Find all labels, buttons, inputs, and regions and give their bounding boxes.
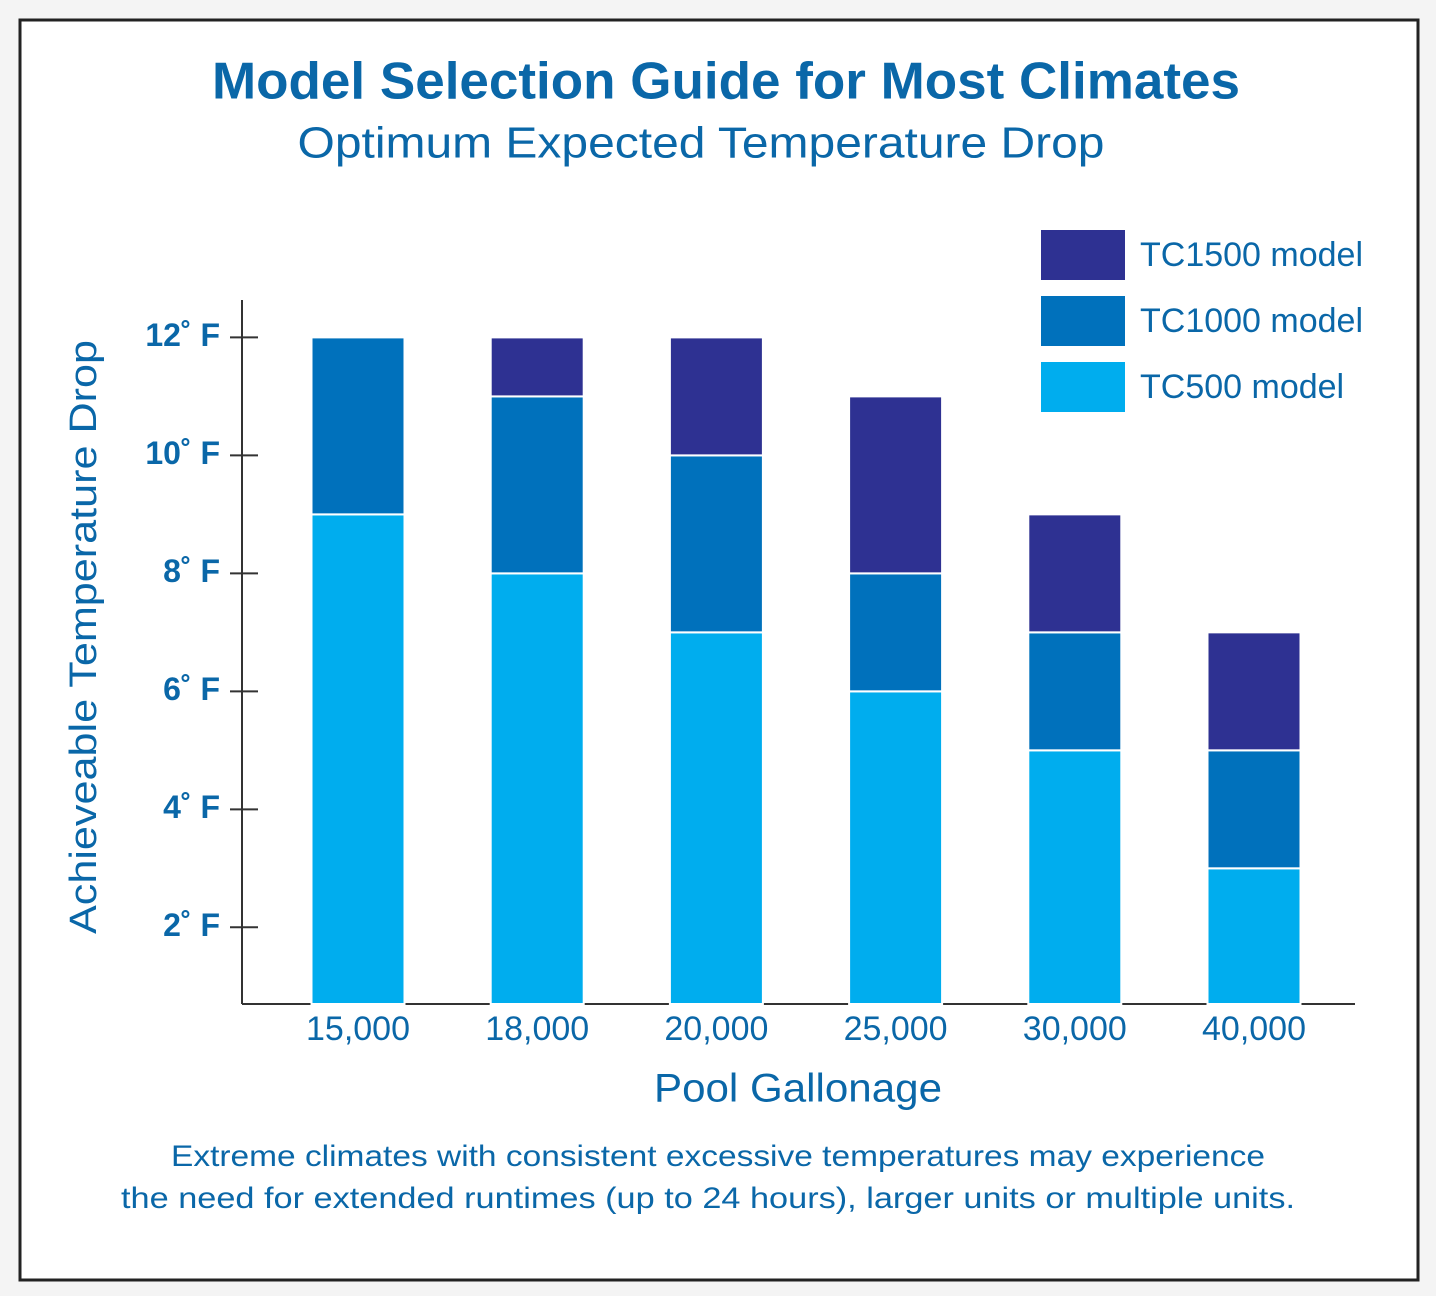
x-tick-label: 40,000 (1202, 1010, 1306, 1048)
x-tick-label: 15,000 (306, 1010, 410, 1048)
bar-segment (668, 454, 764, 634)
legend-swatch (1041, 230, 1125, 280)
x-tick-label: 30,000 (1023, 1010, 1127, 1048)
chart-subtitle: Optimum Expected Temperature Drop (298, 119, 1105, 168)
legend-label: TC1000 model (1140, 302, 1363, 340)
bar-segment (1206, 867, 1302, 1006)
footnote: the need for extended runtimes (up to 24… (121, 1182, 1295, 1215)
y-tick-label: 6˚ F (163, 671, 220, 707)
y-tick-label: 4˚ F (163, 789, 220, 825)
legend-label: TC1500 model (1140, 236, 1363, 274)
x-tick-label: 20,000 (664, 1010, 768, 1048)
bar-segment (310, 513, 406, 1005)
x-tick-label: 18,000 (485, 1010, 589, 1048)
legend-label: TC500 model (1140, 368, 1344, 406)
bar-segment (1206, 631, 1302, 752)
bar-segment (668, 631, 764, 1006)
bar-segment (848, 395, 944, 575)
y-tick-label: 2˚ F (163, 907, 220, 943)
bar-segment (1027, 631, 1123, 752)
bar-segment (310, 336, 406, 516)
x-axis-label: Pool Gallonage (654, 1067, 942, 1111)
bar-segment (1027, 513, 1123, 634)
legend-swatch (1041, 362, 1125, 412)
bar-segment (1027, 749, 1123, 1005)
bar-segment (848, 690, 944, 1005)
bar-segment (848, 572, 944, 693)
bar-segment (489, 395, 585, 575)
bar-segment (668, 336, 764, 457)
y-axis-label: Achieveable Temperature Drop (63, 340, 105, 934)
bar-segment (489, 336, 585, 398)
y-tick-label: 8˚ F (163, 553, 220, 589)
chart-title: Model Selection Guide for Most Climates (212, 53, 1240, 111)
bar-segment (489, 572, 585, 1005)
footnote: Extreme climates with consistent excessi… (171, 1140, 1265, 1173)
y-tick-label: 10˚ F (145, 435, 220, 471)
y-tick-label: 12˚ F (145, 317, 220, 353)
x-tick-label: 25,000 (844, 1010, 948, 1048)
legend-swatch (1041, 296, 1125, 346)
bar-segment (1206, 749, 1302, 870)
